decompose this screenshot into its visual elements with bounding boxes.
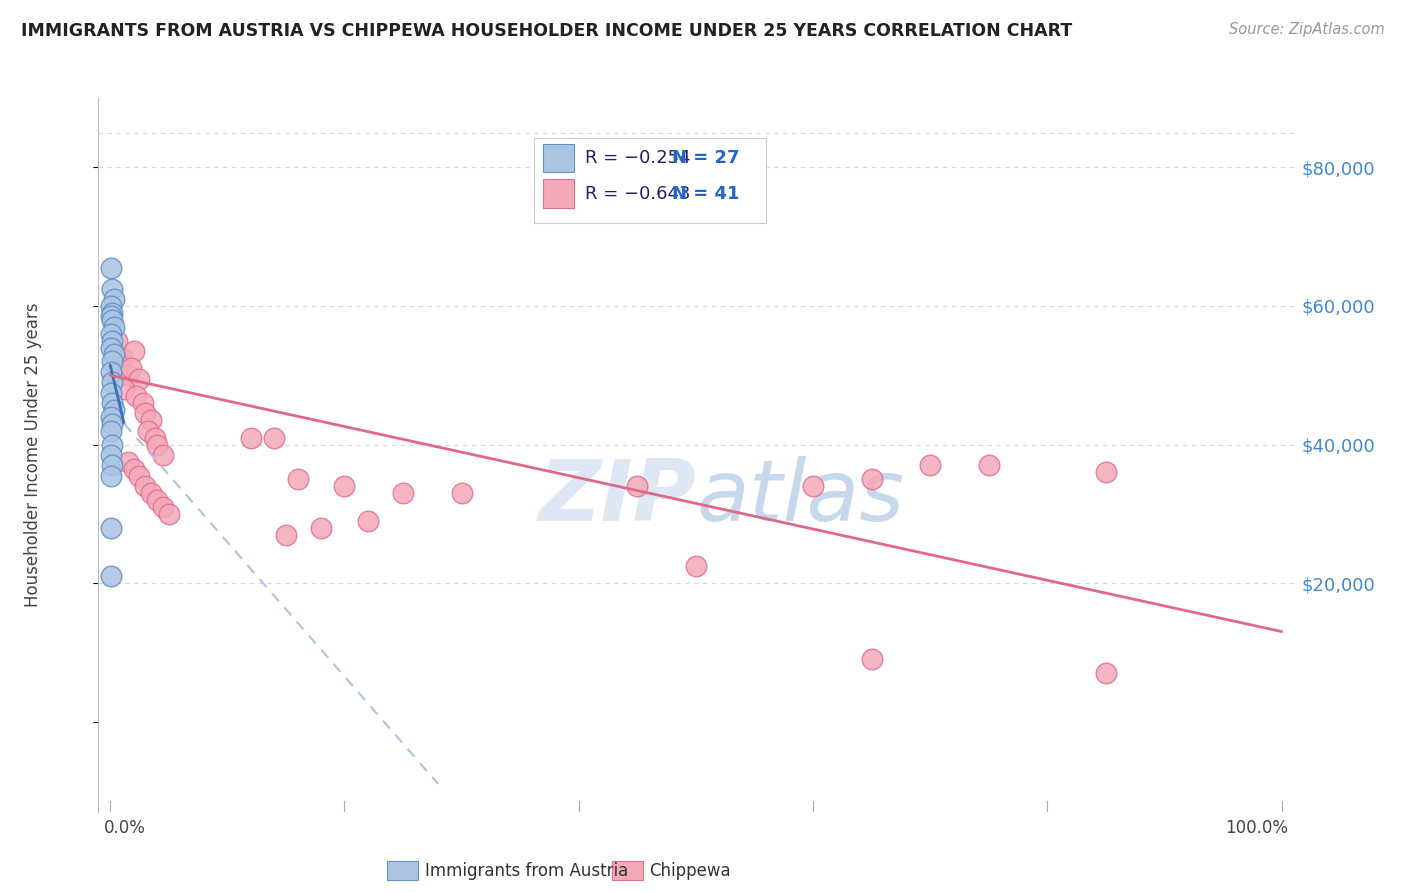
Point bbox=[860, 472, 883, 486]
Text: Immigrants from Austria: Immigrants from Austria bbox=[425, 862, 628, 880]
Text: atlas: atlas bbox=[696, 456, 904, 540]
Point bbox=[141, 486, 163, 500]
Text: Chippewa: Chippewa bbox=[650, 862, 731, 880]
Point bbox=[100, 341, 122, 355]
Point bbox=[125, 389, 148, 403]
Point bbox=[105, 334, 128, 348]
Point bbox=[143, 431, 166, 445]
Point bbox=[239, 431, 262, 445]
Point bbox=[920, 458, 942, 473]
Point bbox=[136, 424, 159, 438]
Point bbox=[101, 437, 124, 451]
Point bbox=[120, 361, 142, 376]
Point bbox=[100, 521, 122, 535]
Point bbox=[100, 365, 122, 379]
Point bbox=[117, 368, 139, 383]
Point bbox=[100, 260, 122, 275]
Point bbox=[101, 396, 124, 410]
Point bbox=[101, 417, 124, 431]
Point bbox=[392, 486, 415, 500]
Point bbox=[101, 313, 124, 327]
Point bbox=[117, 455, 139, 469]
Point bbox=[122, 462, 145, 476]
Text: N = 27: N = 27 bbox=[672, 149, 740, 167]
Point bbox=[274, 527, 297, 541]
Text: 0.0%: 0.0% bbox=[104, 819, 146, 837]
Point bbox=[128, 372, 150, 386]
Point bbox=[450, 486, 472, 500]
Point bbox=[100, 299, 122, 313]
Point bbox=[685, 558, 707, 573]
Point bbox=[801, 479, 824, 493]
Text: N = 41: N = 41 bbox=[672, 185, 740, 202]
Point bbox=[101, 306, 124, 320]
Point bbox=[101, 375, 124, 389]
Point bbox=[134, 479, 156, 493]
Point bbox=[152, 500, 174, 514]
Point bbox=[101, 354, 124, 368]
Point bbox=[100, 569, 122, 583]
Text: R = −0.643: R = −0.643 bbox=[585, 185, 690, 202]
Text: Source: ZipAtlas.com: Source: ZipAtlas.com bbox=[1229, 22, 1385, 37]
Text: ZIP: ZIP bbox=[538, 456, 696, 540]
Point bbox=[333, 479, 356, 493]
Point bbox=[100, 310, 122, 324]
Text: 100.0%: 100.0% bbox=[1225, 819, 1288, 837]
Point bbox=[101, 282, 124, 296]
Text: R = −0.254: R = −0.254 bbox=[585, 149, 690, 167]
Point bbox=[132, 396, 155, 410]
Point bbox=[146, 492, 169, 507]
Point bbox=[122, 343, 145, 358]
Point bbox=[100, 385, 122, 400]
Text: IMMIGRANTS FROM AUSTRIA VS CHIPPEWA HOUSEHOLDER INCOME UNDER 25 YEARS CORRELATIO: IMMIGRANTS FROM AUSTRIA VS CHIPPEWA HOUS… bbox=[21, 22, 1073, 40]
Point bbox=[101, 458, 124, 473]
Point bbox=[1095, 666, 1118, 681]
Point bbox=[103, 319, 125, 334]
Point bbox=[626, 479, 648, 493]
Point bbox=[103, 403, 125, 417]
Point bbox=[100, 424, 122, 438]
Point bbox=[309, 521, 332, 535]
Point bbox=[100, 468, 122, 483]
Point bbox=[146, 437, 169, 451]
Point bbox=[112, 382, 135, 396]
Point bbox=[287, 472, 309, 486]
Point bbox=[101, 334, 124, 348]
Point bbox=[128, 468, 150, 483]
Point bbox=[134, 406, 156, 420]
Point bbox=[103, 292, 125, 306]
Point bbox=[357, 514, 380, 528]
Point bbox=[103, 347, 125, 361]
Point bbox=[111, 351, 134, 365]
Point bbox=[100, 409, 122, 424]
Point bbox=[157, 507, 180, 521]
Point bbox=[977, 458, 1000, 473]
Point bbox=[152, 448, 174, 462]
Text: Householder Income Under 25 years: Householder Income Under 25 years bbox=[24, 302, 42, 607]
Point bbox=[100, 448, 122, 462]
Point bbox=[860, 652, 883, 666]
Point bbox=[141, 413, 163, 427]
Point bbox=[100, 326, 122, 341]
Point bbox=[1095, 465, 1118, 479]
Point bbox=[263, 431, 285, 445]
